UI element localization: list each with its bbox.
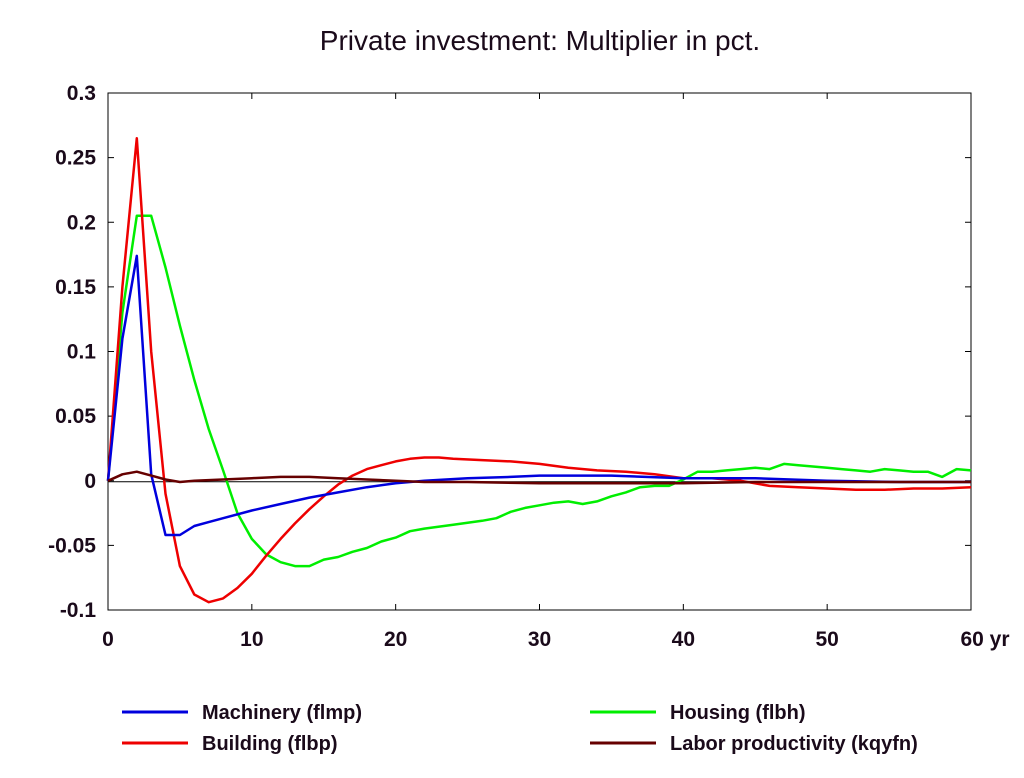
- x-tick-label: 60 yr: [960, 628, 1009, 651]
- y-axis: -0.1 -0.05 0 0.05 0.1 0.15 0.2 0.25 0.3: [48, 82, 971, 622]
- legend-label: Machinery (flmp): [202, 702, 362, 724]
- x-tick-label: 0: [102, 628, 114, 651]
- chart-title: Private investment: Multiplier in pct.: [320, 25, 760, 56]
- series-line-0: [106, 254, 971, 537]
- series-lines: [106, 136, 972, 604]
- y-tick-label: 0: [84, 470, 96, 493]
- y-tick-label: -0.1: [60, 599, 97, 622]
- y-tick-label: 0.3: [67, 82, 96, 105]
- y-tick-label: 0.1: [67, 341, 97, 364]
- y-tick-label: 0.15: [55, 276, 96, 299]
- legend-label: Building (flbp): [202, 733, 338, 755]
- x-tick-label: 20: [384, 628, 407, 651]
- legend: Machinery (flmp) Housing (flbh) Building (…: [122, 702, 918, 755]
- series-line-2: [106, 136, 972, 604]
- series-line-3: [107, 470, 971, 485]
- x-tick-label: 30: [528, 628, 551, 651]
- series-line-1: [106, 214, 972, 568]
- x-tick-label: 10: [240, 628, 263, 651]
- x-tick-label: 40: [672, 628, 695, 651]
- y-tick-label: 0.25: [55, 147, 96, 170]
- x-axis: 0 10 20 30 40 50 60 yr: [102, 93, 1010, 651]
- legend-label: Labor productivity (kqyfn): [670, 733, 918, 755]
- y-tick-label: 0.05: [55, 405, 96, 428]
- y-tick-label: 0.2: [67, 211, 96, 234]
- x-tick-label: 50: [815, 628, 838, 651]
- legend-label: Housing (flbh): [670, 702, 806, 724]
- y-tick-label: -0.05: [48, 534, 96, 557]
